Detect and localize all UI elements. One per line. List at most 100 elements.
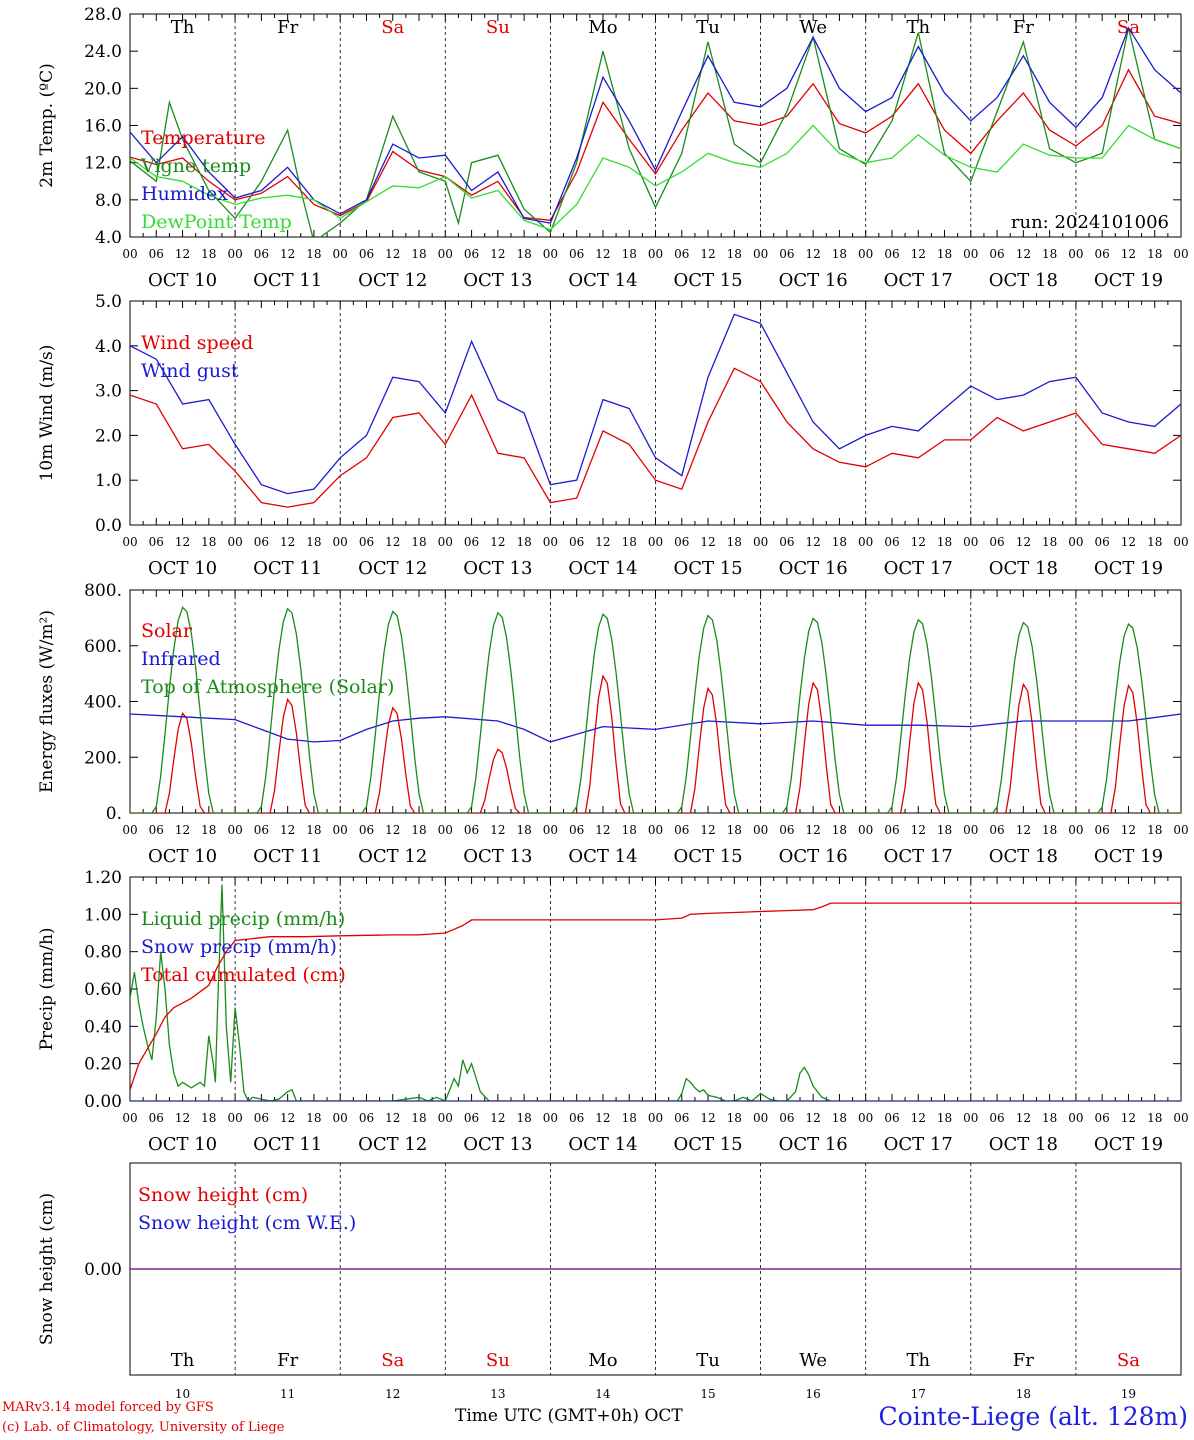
hour-tick-label: 00	[227, 535, 242, 549]
day-number-label: 14	[595, 1387, 611, 1401]
day-date-label: OCT 17	[884, 846, 953, 867]
y-tick-label: 0.60	[84, 980, 122, 1000]
hour-tick-label: 18	[201, 247, 216, 261]
hour-tick-label: 00	[1068, 823, 1083, 837]
hour-tick-label: 06	[569, 535, 584, 549]
y-tick-label: 600.	[84, 637, 122, 657]
model-credit: MARv3.14 model forced by GFS	[2, 1400, 214, 1415]
legend-entry: Humidex	[141, 183, 228, 205]
weekday-label: Sa	[381, 17, 404, 38]
hour-tick-label: 18	[1147, 535, 1162, 549]
weekday-label: Mo	[588, 1350, 617, 1371]
hour-tick-label: 12	[175, 247, 190, 261]
hour-tick-label: 00	[438, 1111, 453, 1125]
y-axis-label-3: Precip (mm/h)	[37, 927, 57, 1050]
day-number-label: 17	[911, 1387, 926, 1401]
hour-tick-label: 18	[1042, 535, 1057, 549]
hour-tick-label: 00	[963, 1111, 978, 1125]
day-date-label: OCT 17	[884, 270, 953, 291]
hour-tick-label: 06	[359, 535, 374, 549]
series-line	[130, 124, 1181, 231]
hour-tick-label: 18	[516, 823, 531, 837]
day-date-label: OCT 15	[673, 558, 742, 579]
hour-tick-label: 00	[333, 1111, 348, 1125]
hour-tick-label: 18	[937, 247, 952, 261]
day-number-label: 19	[1121, 1387, 1136, 1401]
day-date-label: OCT 11	[253, 558, 322, 579]
hour-tick-label: 00	[1173, 247, 1188, 261]
hour-tick-label: 12	[700, 823, 715, 837]
day-date-label: OCT 19	[1094, 558, 1163, 579]
legend-entry: Snow precip (mm/h)	[141, 936, 337, 958]
hour-tick-label: 18	[201, 1111, 216, 1125]
hour-tick-label: 18	[516, 535, 531, 549]
hour-tick-label: 06	[569, 823, 584, 837]
day-date-label: OCT 13	[463, 270, 532, 291]
weekday-label: Mo	[588, 17, 617, 38]
hour-tick-label: 12	[806, 823, 821, 837]
hour-tick-label: 18	[411, 1111, 426, 1125]
day-date-label: OCT 13	[463, 846, 532, 867]
y-tick-label: 16.0	[84, 117, 122, 137]
hour-tick-label: 00	[333, 247, 348, 261]
hour-tick-label: 18	[411, 247, 426, 261]
series-line	[130, 68, 1181, 221]
day-date-label: OCT 14	[568, 558, 637, 579]
day-date-label: OCT 17	[884, 1134, 953, 1155]
hour-tick-label: 00	[438, 823, 453, 837]
hour-tick-label: 00	[543, 535, 558, 549]
hour-tick-label: 06	[149, 247, 164, 261]
hour-tick-label: 00	[543, 247, 558, 261]
hour-tick-label: 12	[490, 535, 505, 549]
hour-tick-label: 18	[1042, 823, 1057, 837]
y-tick-label: 3.0	[95, 382, 122, 402]
hour-tick-label: 18	[937, 535, 952, 549]
hour-tick-label: 12	[806, 1111, 821, 1125]
weekday-label: Fr	[1013, 1350, 1034, 1371]
hour-tick-label: 12	[385, 535, 400, 549]
hour-tick-label: 06	[779, 247, 794, 261]
day-number-label: 15	[700, 1387, 715, 1401]
hour-tick-label: 06	[989, 823, 1004, 837]
day-date-label: OCT 11	[253, 1134, 322, 1155]
hour-tick-label: 18	[306, 247, 321, 261]
day-date-label: OCT 16	[779, 1134, 848, 1155]
hour-tick-label: 06	[674, 1111, 689, 1125]
hour-tick-label: 12	[1016, 1111, 1031, 1125]
hour-tick-label: 18	[727, 1111, 742, 1125]
hour-tick-label: 06	[884, 1111, 899, 1125]
hour-tick-label: 12	[1016, 247, 1031, 261]
legend-entry: Vigne temp	[140, 155, 251, 177]
hour-tick-label: 12	[911, 1111, 926, 1125]
legend-entry: Temperature	[141, 127, 265, 149]
y-tick-label: 12.0	[84, 154, 122, 174]
hour-tick-label: 06	[569, 247, 584, 261]
hour-tick-label: 12	[700, 1111, 715, 1125]
hour-tick-label: 18	[516, 247, 531, 261]
time-axis-title: Time UTC (GMT+0h) OCT	[455, 1406, 683, 1426]
series-line	[130, 674, 1181, 813]
hour-tick-label: 00	[333, 823, 348, 837]
day-date-label: OCT 16	[779, 270, 848, 291]
hour-tick-label: 00	[648, 823, 663, 837]
hour-tick-label: 00	[858, 535, 873, 549]
hour-tick-label: 00	[963, 823, 978, 837]
hour-tick-label: 00	[227, 247, 242, 261]
hour-tick-label: 18	[832, 823, 847, 837]
day-date-label: OCT 12	[358, 558, 427, 579]
day-number-label: 18	[1016, 1387, 1031, 1401]
hour-tick-label: 00	[858, 1111, 873, 1125]
y-axis-label-0: 2m Temp. (ºC)	[37, 63, 57, 188]
weekday-label: Su	[486, 17, 510, 38]
day-date-label: OCT 13	[463, 558, 532, 579]
hour-tick-label: 18	[1042, 247, 1057, 261]
hour-tick-label: 18	[727, 247, 742, 261]
weekday-label: We	[799, 1350, 827, 1371]
weekday-label: Tu	[696, 1350, 720, 1371]
hour-tick-label: 06	[464, 823, 479, 837]
series-line	[130, 26, 1181, 224]
hour-tick-label: 18	[516, 1111, 531, 1125]
hour-tick-label: 00	[333, 535, 348, 549]
legend-entry: Wind speed	[141, 332, 253, 354]
hour-tick-label: 06	[254, 1111, 269, 1125]
